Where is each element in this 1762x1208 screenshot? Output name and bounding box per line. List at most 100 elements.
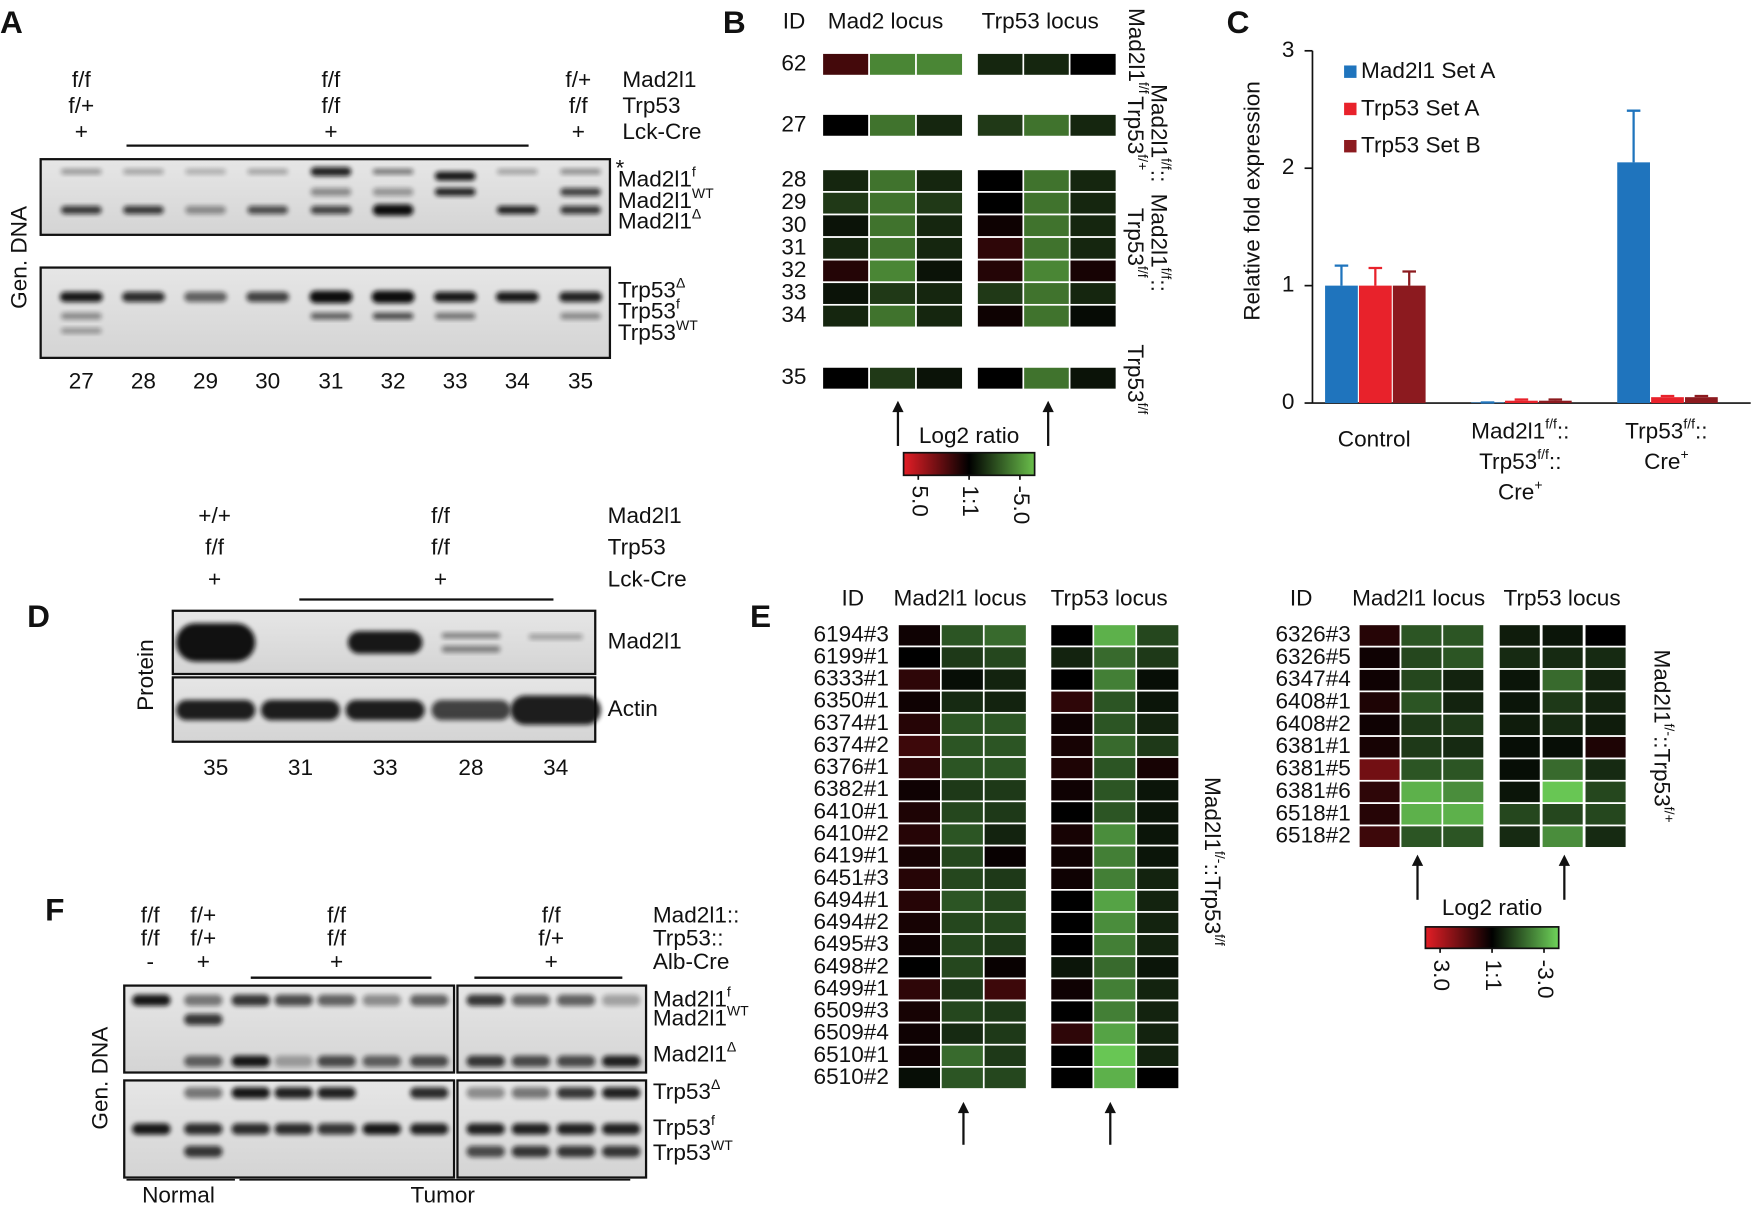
row-id: 6509#4 — [814, 1020, 889, 1045]
heat-cell — [915, 52, 964, 77]
color-bar — [902, 451, 1036, 477]
legend-swatch — [1344, 65, 1357, 78]
x-tick-label: Cre+ — [1498, 476, 1543, 504]
row-id: 6494#2 — [814, 909, 889, 934]
band-label: Trp53f — [618, 295, 680, 323]
heat-cell — [1092, 1021, 1138, 1046]
heat-cell — [1068, 113, 1118, 138]
heat-cell — [1441, 735, 1485, 760]
row-id: 6495#3 — [814, 931, 889, 956]
side-label: Mad2l1f/f:: — [1147, 194, 1175, 292]
heat-cell — [1068, 168, 1118, 193]
row-id: 6199#1 — [814, 643, 889, 668]
error-bar — [1334, 264, 1349, 286]
heat-cell — [940, 933, 985, 958]
gel-band — [441, 632, 501, 639]
row-id: 6509#3 — [814, 998, 889, 1023]
row-label: Mad2l1 — [622, 67, 696, 92]
heat-cell — [1441, 757, 1485, 782]
genotype: + — [208, 566, 221, 591]
heat-cell — [1540, 712, 1585, 737]
column-header: Trp53 locus — [982, 9, 1099, 34]
heat-cell — [1583, 668, 1628, 693]
heat-cell — [897, 667, 942, 692]
gel-band — [184, 1087, 223, 1099]
row-label: Trp53 — [608, 535, 666, 560]
heat-cell — [940, 889, 985, 913]
heat-cell — [1022, 258, 1072, 284]
lane-label: 28 — [458, 755, 483, 780]
lane-label: 32 — [380, 369, 405, 394]
heat-cell — [1357, 623, 1402, 648]
genotype: f/+ — [190, 903, 216, 928]
row-id: 6408#1 — [1276, 689, 1351, 714]
tick-label: 3.0 — [1429, 960, 1454, 991]
panel-label: F — [45, 892, 64, 928]
gel-band — [410, 1055, 449, 1067]
gel-band — [602, 1087, 641, 1099]
gel-band — [231, 1055, 270, 1067]
panel-label: A — [0, 4, 23, 40]
gel-band — [560, 312, 601, 320]
heat-cell — [1583, 757, 1628, 782]
heat-cell — [976, 366, 1025, 391]
heat-cell — [1540, 757, 1585, 782]
genotype: f/+ — [190, 925, 216, 950]
heat-cell — [1357, 712, 1402, 737]
gel-band — [185, 168, 226, 175]
band-label: Trp53WT — [618, 317, 698, 345]
heat-cell — [1399, 757, 1444, 782]
color-bar — [1424, 926, 1560, 950]
heat-cell — [1357, 779, 1402, 804]
heat-cell — [868, 258, 917, 284]
heat-cell — [982, 734, 1028, 758]
panel-label: E — [750, 598, 771, 634]
heat-cell — [915, 236, 964, 261]
panel-label: B — [723, 4, 746, 40]
gel-band — [184, 291, 228, 302]
row-id: 6374#2 — [814, 732, 889, 757]
heat-cell — [1092, 623, 1138, 648]
genotype: f/f — [569, 93, 589, 118]
error-bar — [1368, 266, 1383, 286]
heat-cell — [1022, 236, 1072, 261]
heat-cell — [897, 756, 942, 781]
heat-cell — [1049, 822, 1095, 847]
row-label: Mad2l1 — [608, 503, 682, 528]
heat-cell — [897, 977, 942, 1002]
heat-cell — [915, 191, 964, 216]
heat-cell — [1049, 977, 1095, 1002]
heat-cell — [1357, 645, 1402, 670]
band-label: Trp53Δ — [653, 1076, 721, 1104]
gel-band — [317, 994, 356, 1006]
heat-cell — [1399, 824, 1444, 849]
gel-band — [556, 1145, 596, 1158]
band-label: Trp53WT — [653, 1137, 733, 1165]
side-label: Mad2l1f/f — [1124, 8, 1152, 94]
heat-cell — [1049, 800, 1095, 825]
heat-cell — [1135, 734, 1181, 758]
heat-cell — [1540, 802, 1585, 827]
heat-cell — [915, 366, 964, 391]
heat-cell — [982, 911, 1028, 935]
heat-cell — [1583, 712, 1628, 737]
gel-band — [274, 994, 313, 1006]
gel-band — [309, 290, 353, 304]
heat-cell — [976, 52, 1025, 77]
x-tick-label: Trp53f/f:: — [1625, 415, 1707, 443]
row-id: 6451#3 — [814, 865, 889, 890]
heat-cell — [1135, 1043, 1181, 1068]
heat-cell — [897, 689, 942, 714]
heat-cell — [1068, 213, 1118, 238]
heat-cell — [1068, 281, 1118, 306]
tick-label: 1:1 — [1481, 960, 1506, 991]
lane-label: 35 — [568, 369, 593, 394]
heat-cell — [1092, 1043, 1138, 1068]
heat-cell — [1441, 779, 1485, 804]
heat-cell — [1022, 303, 1072, 329]
heat-cell — [868, 281, 917, 306]
gel-band — [274, 1123, 313, 1135]
heat-cell — [940, 800, 985, 825]
gel-band — [560, 168, 601, 175]
